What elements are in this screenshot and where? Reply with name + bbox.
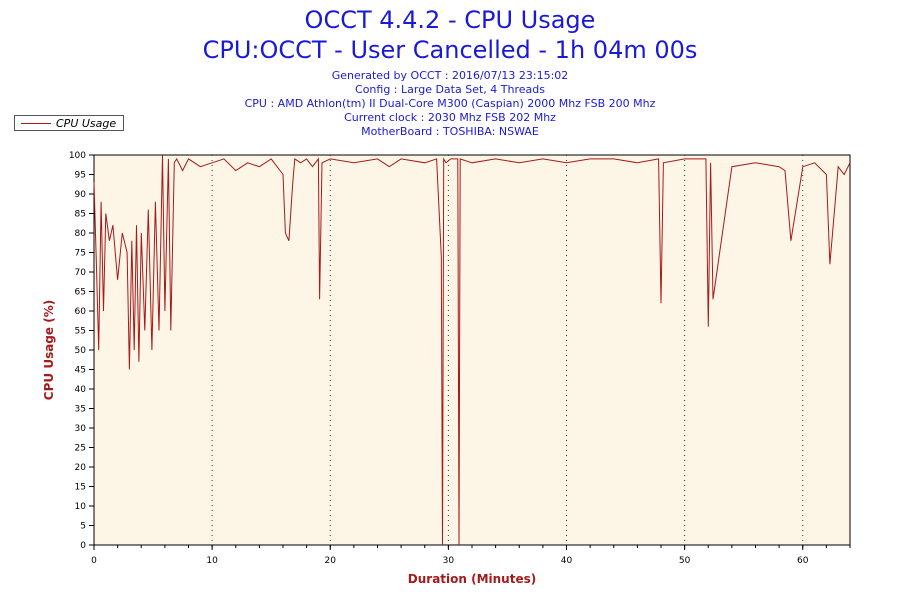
y-tick-label: 10 [75,502,87,512]
generated-info: Generated by OCCT : 2016/07/13 23:15:02 [331,69,569,82]
y-tick-label: 65 [75,288,86,298]
grid-lines [211,155,804,545]
x-tick-label: 60 [797,556,809,566]
chart-subtitle: CPU:OCCT - User Cancelled - 1h 04m 00s [202,36,698,64]
y-tick-label: 5 [80,522,86,532]
y-tick-label: 70 [75,268,87,278]
cpu-info: CPU : AMD Athlon(tm) II Dual-Core M300 (… [244,97,656,110]
config-info: Config : Large Data Set, 4 Threads [355,83,545,96]
y-axis-title: CPU Usage (%) [42,300,56,400]
y-tick-label: 55 [75,327,86,337]
legend-swatch [21,123,51,124]
x-tick-label: 30 [443,556,455,566]
y-tick-label: 15 [75,483,86,493]
y-axis-ticks: 0 5 10 15 20 25 30 35 40 45 50 55 60 65 70 75 80 85 90 95 10… [69,151,94,551]
motherboard-info: MotherBoard : TOSHIBA: NSWAE [361,125,539,138]
plot-area [93,154,851,546]
y-tick-label: 100 [69,151,86,161]
y-tick-label: 50 [75,346,87,356]
clock-info: Current clock : 2030 Mhz FSB 202 Mhz [344,111,556,124]
chart-legend: CPU Usage [14,115,124,131]
y-tick-label: 75 [75,249,86,259]
x-axis-title: Duration (Minutes) [408,572,536,586]
y-tick-label: 95 [75,171,86,181]
x-axis-ticks: 0 10 20 30 40 50 60 [91,545,851,566]
y-tick-label: 45 [75,366,86,376]
series-line-cpu-usage [93,154,851,546]
y-tick-label: 60 [75,307,87,317]
x-tick-label: 40 [561,556,573,566]
x-tick-label: 0 [91,556,97,566]
y-tick-label: 80 [75,229,87,239]
chart-title: OCCT 4.4.2 - CPU Usage [304,6,596,34]
x-tick-label: 10 [206,556,218,566]
y-tick-label: 0 [80,541,86,551]
x-tick-label: 50 [679,556,691,566]
y-tick-label: 30 [75,424,87,434]
y-tick-label: 35 [75,405,86,415]
y-tick-label: 40 [75,385,87,395]
y-tick-label: 25 [75,444,86,454]
legend-label: CPU Usage [56,117,117,130]
y-tick-label: 90 [75,190,87,200]
x-tick-label: 20 [325,556,337,566]
y-tick-label: 20 [75,463,87,473]
y-tick-label: 85 [75,210,86,220]
